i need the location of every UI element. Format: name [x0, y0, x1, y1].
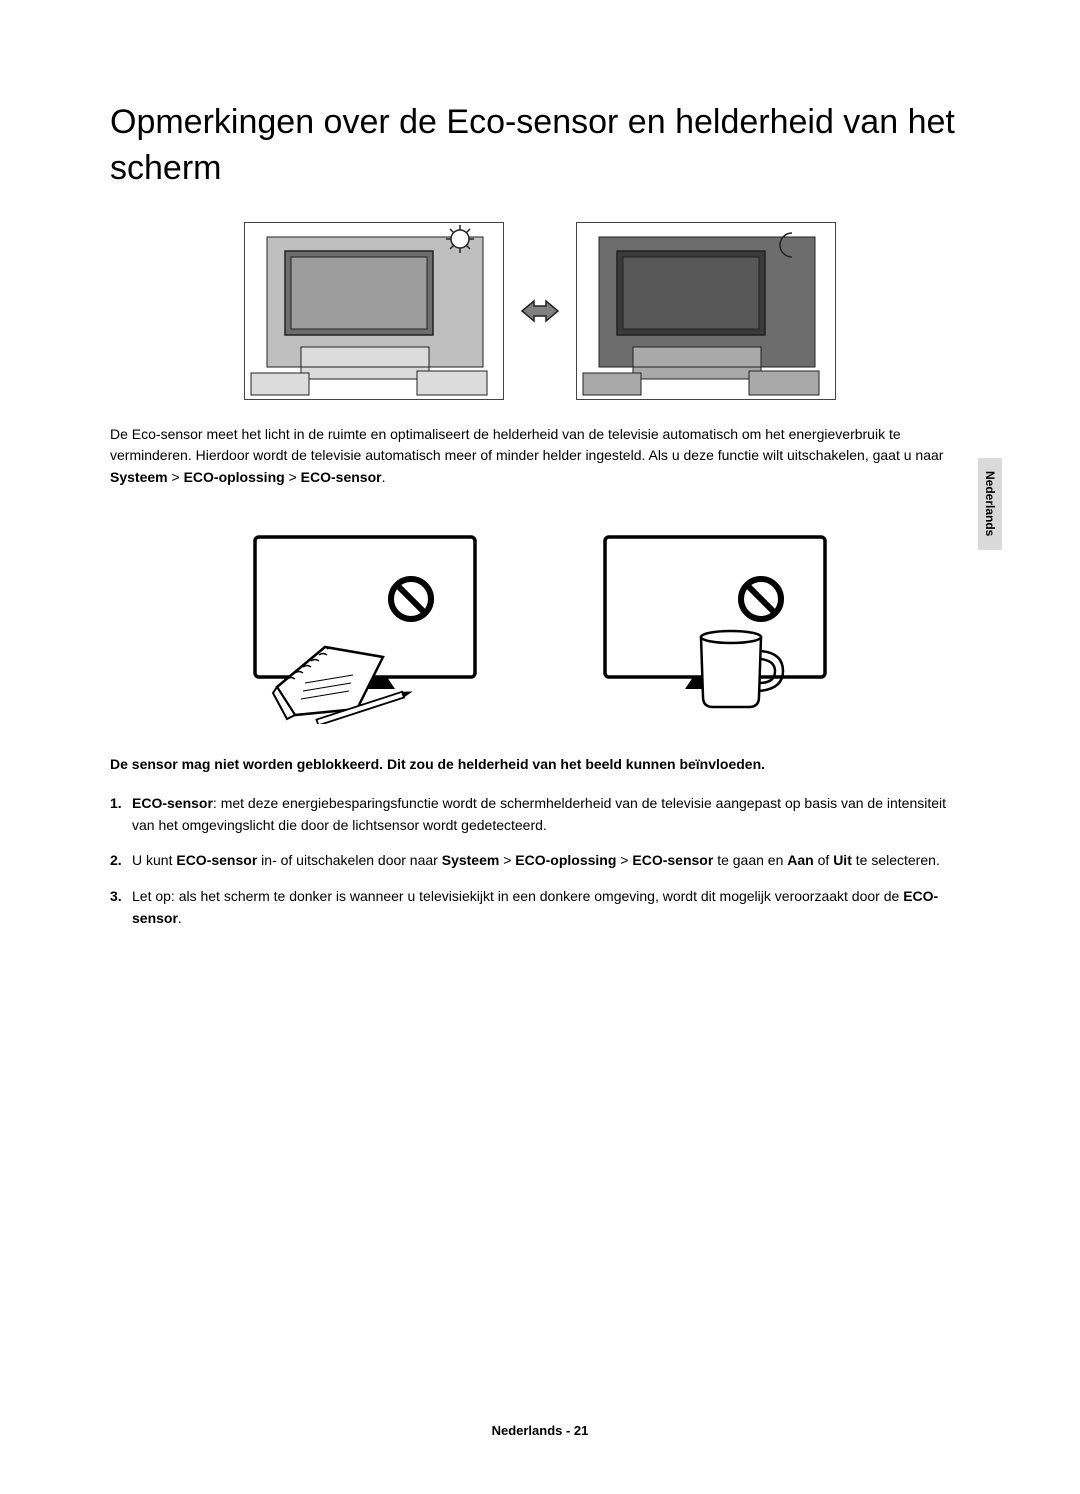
- intro-bold-2: ECO-oplossing: [184, 469, 285, 485]
- page-title: Opmerkingen over de Eco-sensor en helder…: [110, 100, 970, 192]
- list-item: 3. Let op: als het scherm te donker is w…: [110, 886, 970, 929]
- item-bold: ECO-oplossing: [515, 852, 616, 868]
- warning-text: De sensor mag niet worden geblokkeerd. D…: [110, 754, 970, 775]
- list-item: 1. ECO-sensor: met deze energiebesparing…: [110, 793, 970, 836]
- intro-sep-1: >: [168, 469, 184, 485]
- item-text: te gaan en: [713, 852, 787, 868]
- numbered-list: 1. ECO-sensor: met deze energiebesparing…: [110, 793, 970, 929]
- intro-text: De Eco-sensor meet het licht in de ruimt…: [110, 426, 943, 464]
- item-bold: Systeem: [442, 852, 500, 868]
- item-text: U kunt: [132, 852, 176, 868]
- intro-bold-3: ECO-sensor: [301, 469, 382, 485]
- page-footer: Nederlands - 21: [0, 1423, 1080, 1438]
- illustration-row-top: [110, 222, 970, 400]
- item-text: te selecteren.: [852, 852, 940, 868]
- item-sep: >: [499, 852, 515, 868]
- illustration-night: [576, 222, 836, 400]
- item-text: : met deze energiebesparingsfunctie word…: [132, 795, 946, 833]
- illustration-block-mug: [585, 529, 845, 724]
- intro-end: .: [382, 469, 386, 485]
- item-number: 2.: [110, 850, 122, 872]
- item-bold: Uit: [833, 852, 852, 868]
- item-bold: ECO-sensor: [132, 795, 213, 811]
- item-text: of: [814, 852, 833, 868]
- item-text: in- of uitschakelen door naar: [257, 852, 441, 868]
- item-bold: ECO-sensor: [632, 852, 713, 868]
- language-tab: Nederlands: [978, 458, 1002, 550]
- item-number: 3.: [110, 886, 122, 908]
- item-bold: ECO-sensor: [176, 852, 257, 868]
- item-text: .: [178, 910, 182, 926]
- item-number: 1.: [110, 793, 122, 815]
- list-item: 2. U kunt ECO-sensor in- of uitschakelen…: [110, 850, 970, 872]
- item-sep: >: [616, 852, 632, 868]
- double-arrow-icon: [518, 289, 562, 333]
- intro-bold-1: Systeem: [110, 469, 168, 485]
- item-bold: Aan: [787, 852, 813, 868]
- illustration-block-notepad: [235, 529, 495, 724]
- intro-paragraph: De Eco-sensor meet het licht in de ruimt…: [110, 424, 970, 489]
- intro-sep-2: >: [285, 469, 301, 485]
- illustration-day: [244, 222, 504, 400]
- manual-page: Opmerkingen over de Eco-sensor en helder…: [0, 0, 1080, 1494]
- item-text: Let op: als het scherm te donker is wann…: [132, 888, 903, 904]
- language-tab-label: Nederlands: [983, 471, 997, 536]
- illustration-row-bottom: [110, 529, 970, 724]
